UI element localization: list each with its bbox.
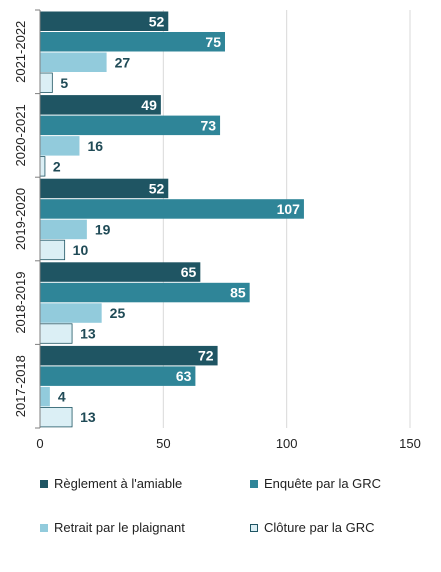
data-label: 13 (80, 326, 96, 342)
bar-2017-2018-0 (40, 345, 218, 366)
legend-item: Règlement à l'amiable (40, 476, 182, 491)
data-label: 25 (110, 305, 126, 321)
data-label: 19 (95, 221, 111, 237)
bar-2019-2020-1 (40, 199, 304, 219)
legend-swatch (40, 523, 48, 532)
legend: Règlement à l'amiable Enquête par la GRC R… (40, 476, 435, 546)
legend-swatch (250, 479, 258, 488)
x-tick-label: 150 (399, 436, 421, 451)
bar-2021-2022-0 (40, 11, 169, 31)
bar-2017-2018-3 (39, 406, 73, 428)
legend-item: Enquête par la GRC (250, 476, 381, 491)
bar-2019-2020-0 (40, 178, 169, 199)
bar-2020-2021-1 (40, 115, 221, 136)
data-label: 65 (181, 264, 197, 280)
bar-2019-2020-2 (40, 219, 87, 240)
data-label: 63 (176, 368, 192, 384)
data-label: 16 (87, 138, 103, 154)
bars (39, 11, 304, 428)
category-label: 2017-2018 (13, 355, 28, 417)
bar-2018-2019-0 (40, 262, 201, 282)
bar-2018-2019-2 (40, 303, 102, 323)
bar-2020-2021-0 (40, 95, 161, 115)
bar-2020-2021-2 (40, 136, 80, 156)
legend-label: Clôture par la GRC (264, 520, 375, 535)
legend-label: Enquête par la GRC (264, 476, 382, 491)
x-tick-label: 100 (276, 436, 298, 451)
category-label: 2018-2019 (13, 272, 28, 334)
legend-swatch (250, 523, 258, 532)
data-label: 2 (53, 158, 61, 174)
category-label: 2019-2020 (13, 188, 28, 250)
x-tick-label: 0 (36, 436, 43, 451)
data-label: 85 (230, 285, 246, 301)
data-label: 49 (141, 97, 157, 113)
data-label: 52 (149, 13, 165, 29)
data-label: 5 (60, 75, 68, 91)
x-tick-label: 50 (156, 436, 170, 451)
data-label: 10 (73, 242, 89, 258)
legend-item: Clôture par la GRC (250, 520, 375, 535)
bar-2021-2022-3 (39, 72, 53, 93)
bar-2017-2018-2 (40, 386, 50, 407)
bar-2021-2022-2 (40, 52, 107, 72)
x-tick-labels: 0 50 100 150 (36, 436, 420, 451)
data-label: 27 (115, 54, 131, 70)
legend-swatch (40, 479, 48, 488)
bar-2017-2018-1 (40, 366, 196, 386)
data-label: 52 (149, 180, 165, 196)
legend-label: Règlement à l'amiable (54, 476, 183, 491)
data-label: 13 (80, 409, 96, 425)
category-labels: 2021-2022 2020-2021 2019-2020 2018-2019 2017… (13, 21, 28, 418)
category-label: 2020-2021 (13, 104, 28, 166)
bar-2019-2020-3 (39, 239, 66, 261)
category-label: 2021-2022 (13, 21, 28, 83)
data-label: 4 (58, 389, 66, 405)
bar-2018-2019-1 (40, 282, 250, 303)
bar-2020-2021-3 (39, 156, 46, 177)
data-label: 75 (205, 34, 221, 50)
bar-2018-2019-3 (39, 323, 73, 344)
bar-2021-2022-1 (40, 32, 225, 52)
data-label: 72 (198, 348, 214, 364)
legend-item: Retrait par le plaignant (40, 520, 185, 535)
data-label: 107 (277, 201, 301, 217)
legend-label: Retrait par le plaignant (54, 520, 185, 535)
data-label: 73 (200, 117, 216, 133)
